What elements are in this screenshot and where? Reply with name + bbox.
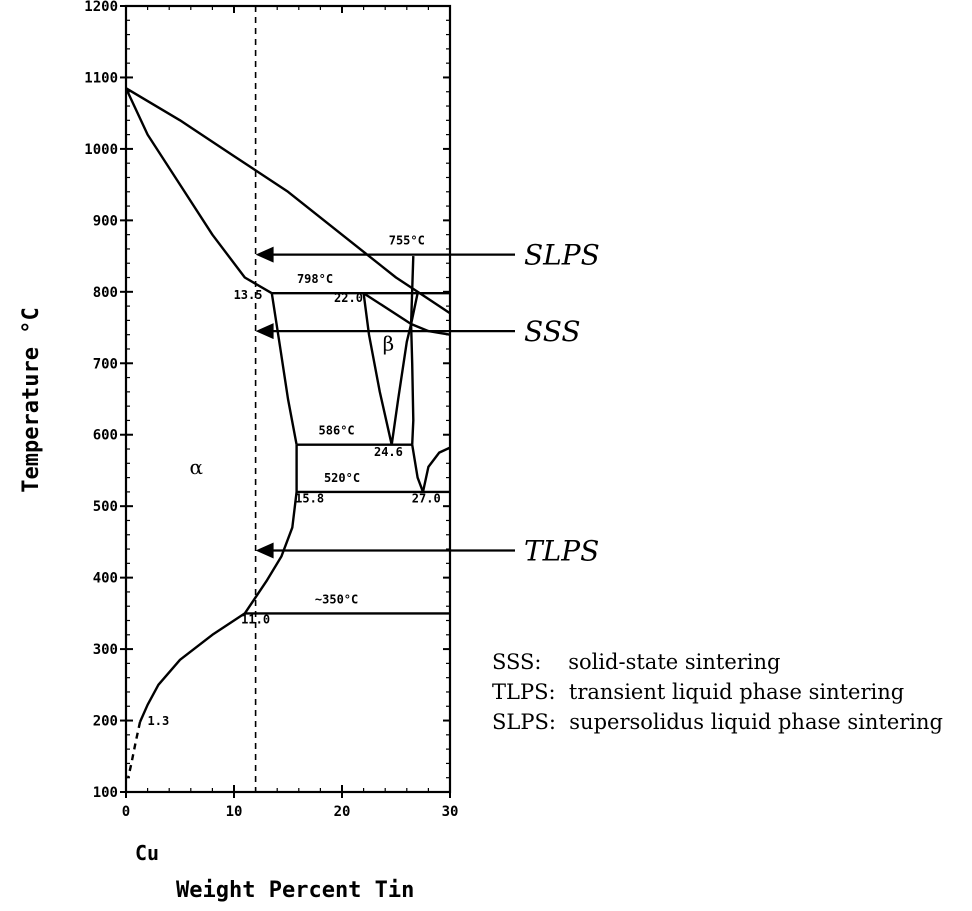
y-tick-label: 900 (93, 213, 118, 229)
annotation-label: 755°C (389, 234, 425, 248)
annotation-label: 22.0 (334, 291, 363, 305)
plot-frame (124, 4, 452, 794)
legend-entry: SSS: solid-state sintering (492, 650, 780, 674)
y-axis-title: Temperature °C (19, 307, 44, 492)
annotation-label: 27.0 (412, 492, 441, 506)
series-beta-left (362, 293, 393, 445)
series-gamma-upper (410, 322, 451, 336)
annotation-label: ~350°C (315, 592, 358, 606)
y-tick-label: 1000 (84, 142, 118, 158)
y-tick-label: 1200 (84, 0, 118, 15)
arrow-label: SSS (524, 315, 581, 348)
arrow-head (255, 246, 274, 263)
arrow-head (255, 323, 274, 340)
legend-entry: TLPS: transient liquid phase sintering (492, 680, 904, 704)
annotation-label: 11.0 (241, 612, 270, 626)
phase-label: α (189, 455, 203, 479)
series-group (124, 6, 451, 792)
series-peritectic-755-riser (409, 256, 415, 325)
annotation-label: 24.6 (374, 445, 403, 459)
series-gamma-boundary (411, 444, 425, 493)
y-tick-label: 600 (93, 428, 118, 444)
series-alpha-solvus-lower (138, 444, 298, 723)
arrow-label: TLPS (524, 534, 599, 567)
y-tick-label: 100 (93, 785, 118, 801)
series-gamma-right (421, 446, 451, 493)
annotation-label: 798°C (297, 272, 333, 286)
arrow-head (255, 542, 274, 559)
x-tick-label: 20 (334, 804, 351, 820)
arrow-label: SLPS (524, 239, 600, 272)
y-tick-label: 200 (93, 714, 118, 730)
axes-group: 100 200 300 400 500 600 700 800 900 1000 1100 1200 0… (84, 0, 458, 820)
x-origin-label: Cu (135, 841, 159, 865)
series-beta-right-outer (409, 323, 415, 445)
series-solidus (124, 87, 273, 295)
y-tick-label: 500 (93, 499, 118, 515)
y-tick-label: 800 (93, 285, 118, 301)
y-tick-label: 1100 (84, 70, 118, 86)
series-beta-top-left (362, 292, 412, 326)
y-tick-label: 300 (93, 642, 118, 658)
annotations-group: 798°C 755°C 586°C 520°C ~350°C 13.5 22.0 24.6 15… (148, 234, 441, 728)
series-alpha-solvus-low-temp (127, 721, 142, 778)
series-alpha-solvus-upper (270, 293, 298, 445)
annotation-label: 13.5 (234, 288, 263, 302)
annotation-label: 1.3 (148, 714, 170, 728)
annotation-label: 15.8 (295, 492, 324, 506)
arrows-group: SLPS SSS TLPS (255, 239, 600, 567)
x-axis-title: Weight Percent Tin (176, 878, 414, 903)
y-tick-label: 700 (93, 356, 118, 372)
series-beta-right-inner (390, 323, 413, 445)
legend: SSS: solid-state sintering TLPS: transien… (492, 650, 943, 734)
x-tick-label: 0 (122, 804, 130, 820)
phase-label: β (383, 331, 395, 355)
x-tick-label: 10 (226, 804, 243, 820)
annotation-label: 520°C (324, 471, 360, 485)
series-liquidus (125, 87, 451, 315)
y-tick-label: 400 (93, 571, 118, 587)
x-tick-label: 30 (442, 804, 459, 820)
annotation-label: 586°C (319, 424, 355, 438)
legend-entry: SLPS: supersolidus liquid phase sinterin… (492, 710, 943, 734)
